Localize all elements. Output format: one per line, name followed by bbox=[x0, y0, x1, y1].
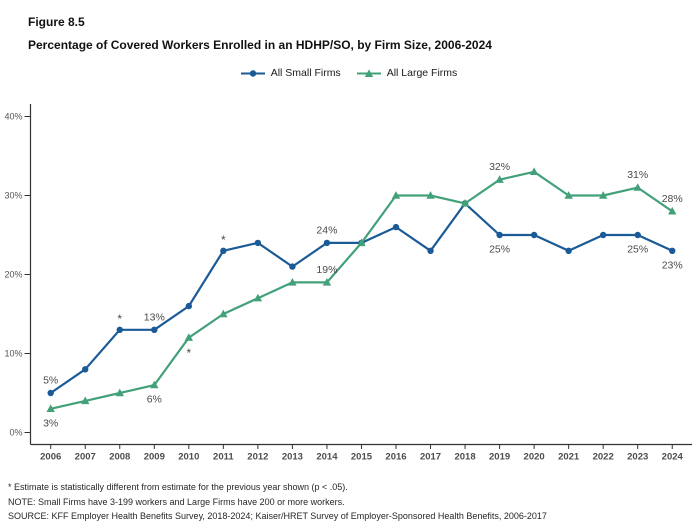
data-point bbox=[82, 366, 89, 373]
x-tick-label: 2008 bbox=[109, 452, 130, 463]
data-point bbox=[357, 238, 366, 247]
y-tick-label: 0% bbox=[9, 428, 22, 438]
footnotes: * Estimate is statistically different fr… bbox=[8, 480, 696, 524]
x-tick-label: 2011 bbox=[213, 452, 234, 463]
data-point bbox=[184, 333, 194, 341]
data-point bbox=[530, 231, 538, 239]
large-firms-line-marker-icon bbox=[356, 68, 381, 79]
data-point bbox=[496, 231, 503, 239]
data-point bbox=[323, 239, 331, 247]
legend-marker-shape bbox=[249, 69, 256, 77]
data-point bbox=[81, 396, 90, 405]
x-tick-label: 2009 bbox=[144, 452, 165, 463]
point-label: 25% bbox=[627, 244, 648, 256]
data-point bbox=[220, 247, 227, 254]
data-point bbox=[426, 191, 435, 199]
point-label: 25% bbox=[489, 244, 510, 256]
data-point bbox=[151, 326, 158, 333]
point-label: 6% bbox=[147, 394, 162, 406]
data-point bbox=[427, 247, 434, 254]
point-label: 13% bbox=[144, 311, 165, 323]
x-tick-label: 2022 bbox=[593, 452, 614, 463]
point-label: 31% bbox=[627, 169, 648, 181]
x-tick-label: 2021 bbox=[558, 452, 580, 463]
chart-legend: All Small Firms All Large Firms bbox=[0, 65, 698, 81]
legend-label-small-firms: All Small Firms bbox=[270, 67, 341, 79]
data-point bbox=[322, 278, 332, 286]
x-tick-label: 2015 bbox=[351, 452, 373, 463]
data-point bbox=[599, 231, 607, 239]
footnote-asterisk: * Estimate is statistically different fr… bbox=[8, 482, 348, 492]
significance-asterisk: * bbox=[186, 346, 191, 360]
legend-item-large-firms: All Large Firms bbox=[356, 67, 458, 79]
series-line-large-firms bbox=[49, 170, 674, 410]
data-point bbox=[634, 231, 641, 239]
x-tick-label: 2020 bbox=[524, 452, 545, 463]
data-point bbox=[392, 223, 400, 231]
data-point bbox=[219, 309, 228, 318]
footnote-source: SOURCE: KFF Employer Health Benefits Sur… bbox=[8, 511, 547, 521]
data-point bbox=[565, 247, 572, 254]
data-point bbox=[185, 302, 193, 310]
data-point bbox=[391, 191, 401, 199]
line-chart: 0% 10% 20% 30% 40% 2006 2007 2008 2009 2010 2011 20… bbox=[4, 104, 692, 463]
y-tick-label: 20% bbox=[4, 270, 22, 280]
data-point bbox=[668, 206, 677, 215]
x-tick-label: 2012 bbox=[247, 452, 268, 463]
data-point bbox=[254, 239, 262, 247]
footnote-note: NOTE: Small Firms have 3-199 workers and… bbox=[8, 496, 345, 507]
legend-label-large-firms: All Large Firms bbox=[386, 67, 458, 79]
data-point bbox=[669, 247, 676, 254]
point-label: 19% bbox=[316, 264, 337, 276]
data-point bbox=[150, 380, 159, 389]
data-point bbox=[253, 293, 263, 302]
x-tick-label: 2010 bbox=[178, 452, 199, 463]
x-tick-label: 2017 bbox=[420, 452, 441, 463]
significance-asterisk: * bbox=[117, 312, 122, 326]
data-point bbox=[633, 183, 642, 191]
x-tick-label: 2018 bbox=[454, 452, 475, 463]
point-label: 5% bbox=[43, 375, 58, 387]
point-label: 28% bbox=[662, 193, 683, 205]
x-tick-label: 2023 bbox=[627, 452, 648, 463]
series-small-firms: 5% 13% 24% 25% 25% 23% * * bbox=[43, 200, 683, 397]
y-tick-label: 10% bbox=[4, 349, 22, 359]
data-point bbox=[288, 278, 297, 286]
data-point bbox=[598, 191, 608, 199]
x-tick-label: 2024 bbox=[662, 452, 684, 463]
series-large-firms: 3% 6% 19% 32% 31% 28% * bbox=[43, 161, 683, 429]
point-label: 32% bbox=[489, 161, 510, 173]
significance-asterisk: * bbox=[221, 233, 226, 247]
page-title: Percentage of Covered Workers Enrolled i… bbox=[28, 38, 492, 52]
figure-label: Figure 8.5 bbox=[28, 15, 85, 29]
y-tick-label: 40% bbox=[4, 112, 22, 122]
point-label: 24% bbox=[316, 224, 337, 236]
data-point bbox=[289, 263, 296, 270]
data-point bbox=[116, 326, 123, 333]
legend-item-small-firms: All Small Firms bbox=[240, 67, 341, 79]
point-label: 3% bbox=[43, 417, 58, 429]
x-tick-label: 2007 bbox=[75, 452, 96, 463]
data-point bbox=[47, 389, 54, 397]
small-firms-line-marker-icon bbox=[240, 68, 265, 79]
data-point bbox=[495, 175, 504, 183]
data-point bbox=[529, 167, 539, 175]
point-label: 23% bbox=[662, 259, 683, 271]
x-tick-label: 2006 bbox=[40, 452, 61, 463]
data-point bbox=[115, 388, 124, 397]
x-tick-label: 2014 bbox=[316, 452, 338, 463]
series-line-small-firms bbox=[49, 202, 674, 395]
data-point bbox=[46, 404, 55, 412]
x-tick-label: 2019 bbox=[489, 452, 510, 463]
legend-marker-shape bbox=[364, 68, 373, 77]
x-tick-label: 2013 bbox=[282, 452, 303, 463]
data-point bbox=[564, 191, 573, 199]
x-tick-label: 2016 bbox=[385, 452, 406, 463]
data-point bbox=[460, 199, 470, 207]
y-tick-label: 30% bbox=[4, 191, 22, 201]
